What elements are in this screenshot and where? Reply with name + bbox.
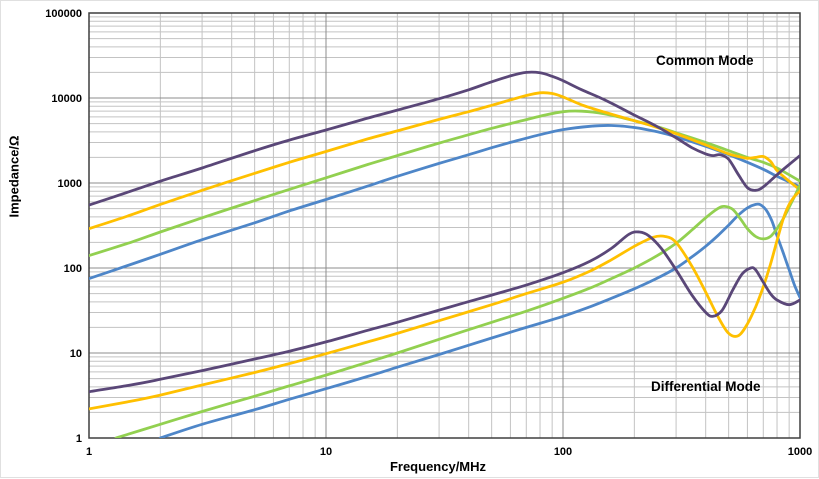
tick-labels: 1 10 100 1000 1 10 100 1000 10000 100000 [45,8,812,458]
major-gridlines [89,13,800,438]
series-differential-mode-purple [89,230,800,394]
series-group [89,70,800,438]
series-differential-mode-green [114,183,800,438]
x-axis-title: Frequency/MHz [389,459,487,474]
x-tick-label: 10 [320,446,332,458]
series-differential-mode-orange [89,189,800,411]
series-common-mode-green [89,109,800,257]
annotation-common-mode: Common Mode [656,53,754,68]
annotation-differential-mode: Differential Mode [651,379,761,394]
x-tick-label: 1 [86,446,92,458]
plot-background [89,13,800,438]
x-tick-label: 100 [554,446,572,458]
x-tick-label: 1000 [788,446,812,458]
y-tick-label: 1000 [58,178,82,190]
y-tick-label: 10 [70,348,82,360]
series-common-mode-blue [89,124,800,280]
y-tick-label: 10000 [51,93,82,105]
y-axis-title: Impedance/Ω [6,135,22,218]
y-tick-label: 100000 [45,8,82,20]
y-tick-label: 100 [64,263,82,275]
series-common-mode-purple [89,70,800,207]
plot-border [88,12,801,439]
y-tick-label: 1 [76,433,82,445]
series-common-mode-orange [89,91,800,231]
